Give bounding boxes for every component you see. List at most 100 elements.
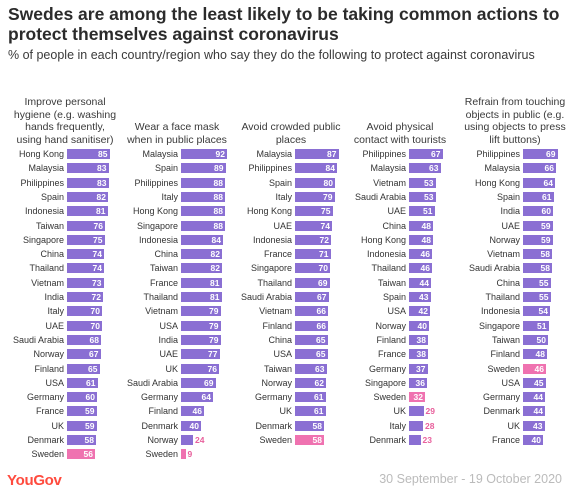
category-label: Denmark <box>483 406 520 417</box>
bar-value-label: 55 <box>539 277 549 288</box>
category-label: Thailand <box>371 263 406 274</box>
bar <box>181 349 220 360</box>
bar-value-label: 72 <box>91 292 101 302</box>
category-label: Indonesia <box>252 234 292 245</box>
bar <box>409 363 428 374</box>
bar <box>409 277 431 288</box>
bar <box>523 306 550 317</box>
category-label: Denmark <box>141 420 178 431</box>
category-label: Singapore <box>364 377 406 388</box>
category-label: Indonesia <box>366 249 406 260</box>
bar <box>67 191 108 202</box>
category-label: Saudi Arabia <box>468 263 520 274</box>
category-label: UAE <box>159 349 178 360</box>
bar <box>67 435 96 445</box>
bar <box>409 306 430 317</box>
category-label: Italy <box>275 191 292 202</box>
category-label: Norway <box>261 377 292 388</box>
category-label: China <box>382 220 406 231</box>
bar-value-label: 62 <box>314 377 324 388</box>
bar <box>295 206 333 217</box>
bar-value-label: 74 <box>320 220 330 231</box>
bar-value-label: 45 <box>534 377 544 388</box>
bar-value-label: 23 <box>422 435 432 445</box>
category-label: Norway <box>489 234 520 245</box>
category-label: USA <box>501 377 520 388</box>
bar-value-label: 80 <box>323 177 333 188</box>
bar-value-label: 64 <box>543 177 553 188</box>
category-label: Vietnam <box>31 277 64 288</box>
bar-value-label: 63 <box>315 363 325 374</box>
bar-value-label: 29 <box>425 406 435 417</box>
bar-value-label: 40 <box>417 320 427 331</box>
category-label: Sweden <box>373 392 406 403</box>
bar-value-label: 88 <box>213 191 223 202</box>
category-label: France <box>377 349 406 360</box>
bar-value-label: 38 <box>416 334 426 345</box>
bar-value-label: 58 <box>540 263 550 274</box>
bar <box>295 392 326 403</box>
bar <box>67 406 97 417</box>
bar-value-label: 46 <box>534 363 544 374</box>
bar <box>409 292 431 302</box>
bar <box>523 435 543 445</box>
bar-value-label: 66 <box>316 320 326 331</box>
category-label: Philippines <box>134 177 178 188</box>
bar-value-label: 58 <box>312 420 322 431</box>
bar <box>523 191 554 202</box>
category-label: Indonesia <box>480 306 520 317</box>
bar-value-label: 66 <box>316 306 326 317</box>
bar <box>295 420 324 431</box>
bar-value-label: 81 <box>210 277 220 288</box>
bar <box>409 149 443 159</box>
category-label: Spain <box>496 191 520 202</box>
bar <box>523 334 548 345</box>
bar <box>295 349 328 360</box>
bar <box>295 377 326 388</box>
bar <box>181 435 193 445</box>
bar-value-label: 32 <box>413 392 423 403</box>
bar <box>67 149 110 159</box>
bar-value-label: 58 <box>312 435 322 445</box>
category-label: France <box>491 435 520 445</box>
bar-value-label: 72 <box>319 234 329 245</box>
category-label: Taiwan <box>377 277 406 288</box>
bar-value-label: 63 <box>429 163 439 174</box>
bar-value-label: 69 <box>204 377 214 388</box>
bar <box>523 177 555 188</box>
category-label: UAE <box>501 220 520 231</box>
bar <box>295 249 331 260</box>
bar <box>409 191 436 202</box>
bar <box>409 320 429 331</box>
bar-value-label: 67 <box>431 149 441 159</box>
panel-title-2: Wear a face mask when in public places <box>127 121 227 146</box>
bar-value-label: 70 <box>90 306 100 317</box>
bar <box>409 392 425 403</box>
bar-value-label: 83 <box>97 177 107 188</box>
bar <box>181 163 226 174</box>
bar <box>523 220 553 231</box>
category-label: Philippines <box>248 163 292 174</box>
bar <box>295 292 329 302</box>
category-label: USA <box>273 349 292 360</box>
category-label: Saudi Arabia <box>126 377 178 388</box>
bar-value-label: 37 <box>416 363 426 374</box>
bar-value-label: 46 <box>192 406 202 417</box>
bar-value-label: 84 <box>211 234 221 245</box>
category-label: Thailand <box>485 292 520 302</box>
category-label: Sweden <box>487 363 520 374</box>
bar-value-label: 56 <box>83 449 93 460</box>
date-range: 30 September - 19 October 2020 <box>379 472 562 486</box>
bar-value-label: 70 <box>318 263 328 274</box>
bar <box>295 406 326 417</box>
bar-value-label: 46 <box>420 263 430 274</box>
category-label: USA <box>159 320 178 331</box>
category-label: Hong Kong <box>246 206 292 217</box>
bar-value-label: 82 <box>96 191 106 202</box>
category-label: France <box>149 277 178 288</box>
category-label: Germany <box>368 363 406 374</box>
bar-value-label: 70 <box>90 320 100 331</box>
bar <box>409 249 432 260</box>
category-label: Indonesia <box>24 206 64 217</box>
bar <box>295 234 331 245</box>
